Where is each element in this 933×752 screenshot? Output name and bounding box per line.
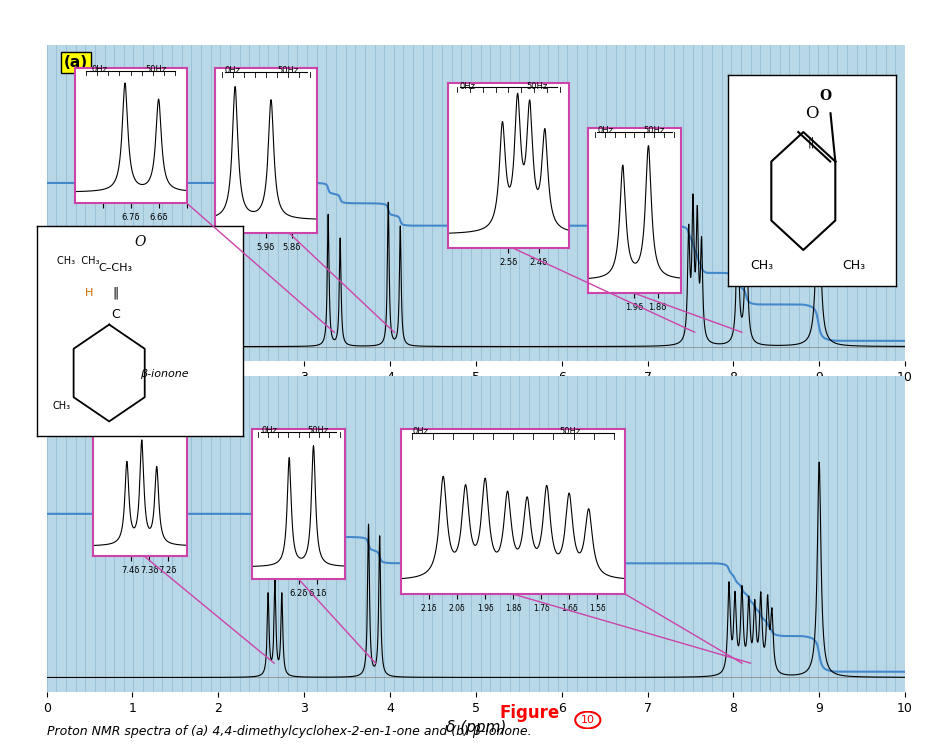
Text: 50Hz: 50Hz: [559, 426, 580, 435]
Text: H: H: [85, 288, 92, 298]
Text: 0Hz: 0Hz: [412, 426, 428, 435]
Text: C: C: [111, 308, 119, 320]
Text: 50Hz: 50Hz: [526, 82, 548, 91]
Text: 0Hz: 0Hz: [225, 65, 241, 74]
Text: Proton NMR spectra of (a) 4,4-dimethylcyclohex-2-en-1-one and (b) β-ionone.: Proton NMR spectra of (a) 4,4-dimethylcy…: [47, 726, 531, 738]
Text: β-ionone: β-ionone: [140, 369, 188, 379]
X-axis label: δ (ppm): δ (ppm): [446, 390, 506, 405]
Text: Figure: Figure: [499, 704, 560, 722]
Text: (b): (b): [63, 386, 89, 401]
Text: 50Hz: 50Hz: [148, 426, 170, 435]
Text: CH₃: CH₃: [53, 401, 71, 411]
Text: 50Hz: 50Hz: [146, 65, 166, 74]
Text: 50Hz: 50Hz: [277, 65, 299, 74]
Text: 0Hz: 0Hz: [597, 126, 613, 135]
Text: CH₃  CH₃: CH₃ CH₃: [57, 256, 100, 265]
Text: 50Hz: 50Hz: [643, 126, 664, 135]
Text: ||: ||: [808, 137, 815, 148]
Text: 10: 10: [580, 715, 595, 725]
Text: 0Hz: 0Hz: [91, 65, 107, 74]
Text: CH₃: CH₃: [842, 259, 865, 272]
Text: CH₃: CH₃: [750, 259, 773, 272]
Text: 0Hz: 0Hz: [261, 426, 277, 435]
Text: 0Hz: 0Hz: [103, 426, 118, 435]
Text: O: O: [819, 89, 831, 103]
Text: ‖: ‖: [112, 287, 118, 299]
Text: 0Hz: 0Hz: [460, 82, 476, 91]
Text: O: O: [134, 235, 146, 250]
Text: O: O: [805, 105, 818, 122]
X-axis label: δ (ppm): δ (ppm): [446, 720, 506, 735]
Text: (a): (a): [63, 55, 88, 70]
Text: 50Hz: 50Hz: [307, 426, 328, 435]
Text: C–CH₃: C–CH₃: [98, 262, 132, 273]
